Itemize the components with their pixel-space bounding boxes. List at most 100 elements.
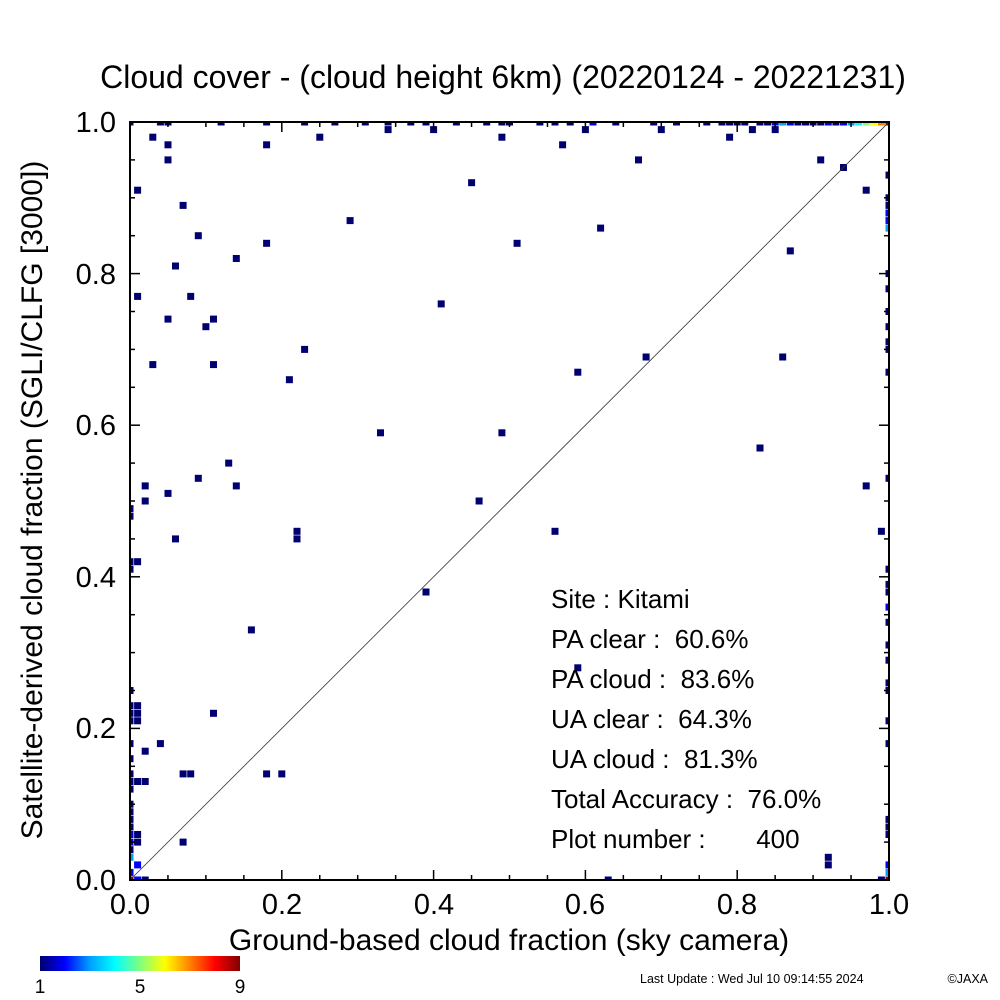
heatmap-cell [802, 122, 809, 126]
heatmap-cell [726, 133, 734, 141]
heatmap-cell [726, 122, 734, 126]
heatmap-cell [885, 217, 889, 225]
colorbar-label-mid: 5 [135, 977, 146, 998]
heatmap-cell [498, 429, 506, 437]
heatmap-cell [771, 126, 779, 134]
heatmap-cell [885, 224, 889, 232]
site-label: Site : Kitami [551, 584, 690, 614]
heatmap-cell [210, 315, 217, 323]
y-tick-label: 0.0 [76, 865, 116, 897]
heatmap-cell [741, 122, 749, 126]
colorbar-label-min: 1 [35, 977, 46, 998]
heatmap-cell [885, 338, 889, 346]
last-update-text: Last Update : Wed Jul 10 09:14:55 2024 [640, 972, 864, 986]
heatmap-cell [361, 122, 369, 126]
heatmap-cell [657, 126, 665, 134]
heatmap-cell [885, 565, 889, 573]
heatmap-cell [885, 823, 889, 831]
heatmap-cell [179, 838, 187, 846]
heatmap-cell [862, 482, 870, 490]
heatmap-cell [475, 497, 483, 505]
heatmap-cell [172, 262, 179, 270]
heatmap-cell [589, 122, 597, 126]
heatmap-cell [149, 361, 157, 369]
heatmap-cell [407, 122, 415, 126]
heatmap-cell [885, 717, 889, 725]
heatmap-cell [468, 179, 476, 187]
heatmap-cell [885, 679, 889, 687]
heatmap-cell [642, 353, 650, 361]
heatmap-cell [756, 444, 764, 452]
heatmap-cell [346, 217, 354, 225]
heatmap-cell [786, 122, 794, 126]
heatmap-cell [786, 247, 794, 255]
one-to-one-line [129, 121, 890, 881]
heatmap-cell [179, 201, 187, 209]
heatmap-cell [134, 831, 142, 838]
heatmap-cell [452, 122, 460, 126]
heatmap-cell [130, 755, 134, 763]
heatmap-cell [187, 292, 195, 300]
heatmap-cell [885, 876, 889, 880]
heatmap-cell [885, 580, 889, 588]
heatmap-cell [817, 156, 825, 164]
pa-clear-stat: PA clear : 60.6% [551, 624, 749, 654]
heatmap-cell [141, 747, 149, 755]
copyright-text: ©JAXA [948, 972, 989, 986]
accuracy-stats: Site : Kitami PA clear : 60.6% PA cloud … [551, 584, 821, 854]
heatmap-cell [285, 376, 293, 384]
heatmap-cell [885, 831, 889, 838]
heatmap-cell [817, 122, 825, 126]
colorbar [40, 956, 240, 971]
heatmap-cell [574, 664, 582, 672]
heatmap-cell [130, 505, 134, 513]
x-tick-label: 1.0 [869, 889, 909, 921]
heatmap-cell [885, 861, 889, 869]
heatmap-cell [384, 122, 392, 126]
heatmap-cell [141, 778, 149, 785]
heatmap-cell [551, 527, 559, 535]
heatmap-cell [164, 315, 172, 323]
heatmap-cell [384, 126, 392, 134]
heatmap-cell [130, 823, 134, 831]
heatmap-cell [134, 717, 142, 725]
heatmap-cell [673, 122, 680, 126]
heatmap-cell [862, 186, 870, 194]
heatmap-cell [164, 141, 172, 149]
heatmap-cell [134, 558, 142, 566]
heatmap-cell [164, 156, 172, 164]
heatmap-cell [130, 778, 134, 785]
heatmap-cell [263, 122, 271, 126]
x-tick-label: 0.8 [717, 889, 757, 921]
heatmap-cell [824, 122, 832, 126]
heatmap-cell [130, 846, 134, 854]
heatmap-cell [130, 815, 134, 823]
heatmap-cell [377, 429, 384, 437]
axis-ticks [129, 121, 890, 881]
heatmap-cell [885, 285, 889, 293]
heatmap-cell [130, 785, 134, 793]
heatmap-cell [130, 122, 134, 126]
y-tick-labels: 0.0 0.2 0.4 0.6 0.8 1.0 [76, 107, 116, 897]
heatmap-cell [130, 853, 134, 861]
colorbar-label-max: 9 [235, 977, 246, 998]
heatmap-cell [885, 868, 889, 876]
x-tick-label: 0.2 [262, 889, 302, 921]
heatmap-cell [635, 156, 642, 164]
heatmap-cell [187, 770, 195, 778]
ua-cloud-stat: UA cloud : 81.3% [551, 744, 758, 774]
heatmap-cell [293, 527, 301, 535]
heatmap-cell [885, 641, 889, 649]
heatmap-cell [885, 618, 889, 626]
heatmap-cell [232, 482, 240, 490]
y-tick-label: 0.4 [76, 562, 116, 594]
heatmap-cell [134, 778, 142, 785]
heatmap-cell [422, 588, 430, 596]
heatmap-cell [141, 876, 149, 880]
heatmap-cell [263, 770, 271, 778]
heatmap-cell [756, 122, 764, 126]
heatmap-cell [134, 861, 142, 869]
ua-clear-stat: UA clear : 64.3% [551, 704, 752, 734]
heatmap-cells [130, 122, 889, 880]
